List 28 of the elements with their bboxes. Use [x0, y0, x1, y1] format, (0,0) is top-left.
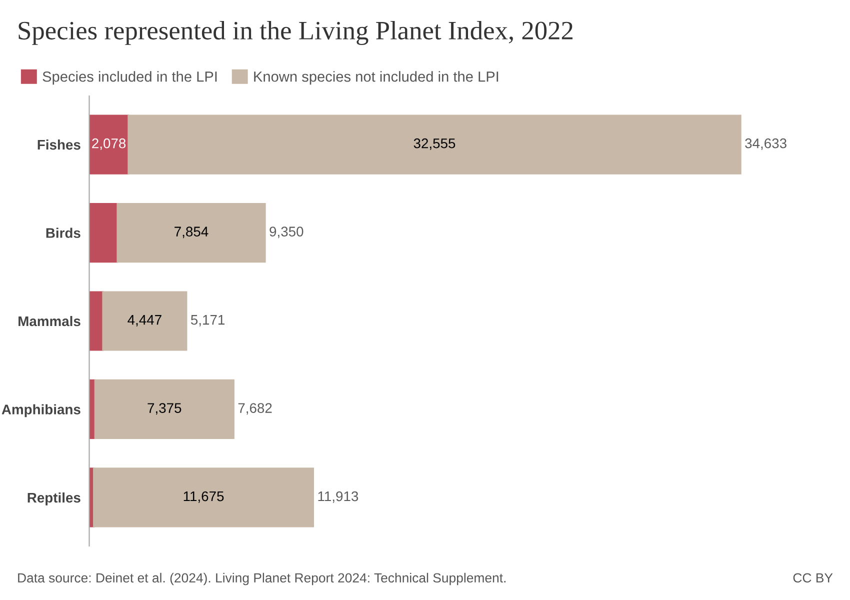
total-label: 34,633 [745, 138, 786, 150]
bar [116, 202, 266, 263]
y-tick-label: Fishes [38, 139, 80, 150]
y-tick-label: Reptiles [28, 492, 80, 506]
y-tick-label: Amphibians [2, 404, 80, 418]
chart-title: Species represented in the Living Planet Index, 2022 [18, 20, 572, 46]
bar [102, 291, 188, 351]
total-label: 5,171 [190, 315, 224, 326]
source-note: Data source: Deinet et al. (2024). Living Planet Report 2024: Technical Supplement. [18, 572, 506, 586]
bar [128, 114, 742, 174]
data-label: 4,447 [128, 315, 162, 326]
bar [93, 468, 314, 528]
bar [89, 114, 130, 174]
data-label: 7,854 [174, 226, 208, 238]
legend-label: Species included in the LPI [42, 71, 217, 85]
y-tick-label: Birds [46, 228, 80, 238]
legend-label: Known species not included in the LPI [254, 71, 498, 85]
data-label: 2,078 [92, 138, 126, 150]
data-label: 11,675 [184, 491, 224, 503]
total-label: 11,913 [318, 491, 358, 503]
data-label: 32,555 [414, 138, 456, 150]
bar [94, 379, 234, 440]
data-label: 7,375 [148, 403, 182, 415]
bar [89, 202, 118, 263]
total-label: 9,350 [270, 226, 304, 238]
total-label: 7,682 [238, 403, 272, 415]
text: CC BY [793, 573, 833, 583]
y-tick-label: Mammals [18, 316, 80, 326]
